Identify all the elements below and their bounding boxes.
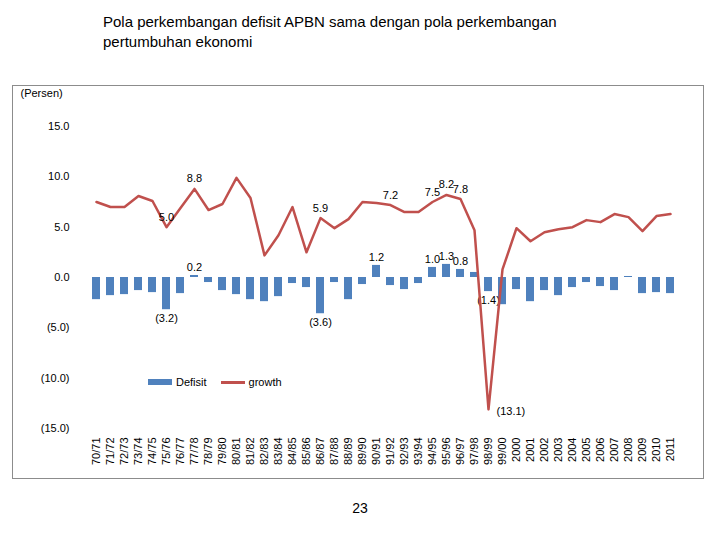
- svg-text:71/72: 71/72: [104, 438, 116, 466]
- svg-text:(3.6): (3.6): [309, 316, 332, 328]
- svg-text:2004: 2004: [566, 438, 578, 462]
- svg-text:93/94: 93/94: [412, 438, 424, 466]
- svg-text:0.2: 0.2: [187, 261, 202, 273]
- svg-text:2000: 2000: [510, 438, 522, 462]
- svg-text:(1.4): (1.4): [477, 294, 500, 307]
- svg-text:95/96: 95/96: [440, 438, 452, 466]
- svg-text:97/98: 97/98: [468, 438, 480, 466]
- svg-text:94/95: 94/95: [426, 438, 438, 466]
- svg-text:81/82: 81/82: [244, 438, 256, 466]
- svg-text:85/86: 85/86: [300, 438, 312, 466]
- svg-text:82/83: 82/83: [258, 438, 270, 466]
- svg-text:70/71: 70/71: [90, 438, 102, 466]
- svg-text:98/99: 98/99: [482, 438, 494, 466]
- svg-text:5.0: 5.0: [54, 221, 69, 233]
- svg-text:15.0: 15.0: [48, 120, 69, 132]
- svg-text:0.0: 0.0: [54, 271, 69, 283]
- svg-text:87/88: 87/88: [328, 438, 340, 466]
- svg-text:96/97: 96/97: [454, 438, 466, 466]
- svg-text:7.5: 7.5: [425, 186, 440, 198]
- html-text:growth: growth: [248, 376, 282, 388]
- svg-text:2007: 2007: [608, 438, 620, 462]
- svg-text:2009: 2009: [636, 438, 648, 462]
- svg-text:2008: 2008: [622, 438, 634, 462]
- svg-text:72/73: 72/73: [118, 438, 130, 466]
- svg-text:77/78: 77/78: [188, 438, 200, 466]
- svg-text:76/77: 76/77: [174, 438, 186, 466]
- html-text:23: 23: [352, 500, 368, 516]
- svg-text:1.0: 1.0: [425, 253, 440, 265]
- svg-text:1.3: 1.3: [439, 250, 454, 262]
- svg-text:75/76: 75/76: [160, 438, 172, 466]
- svg-text:84/85: 84/85: [286, 438, 298, 466]
- svg-text:80/81: 80/81: [230, 438, 242, 466]
- svg-text:78/79: 78/79: [202, 438, 214, 466]
- svg-text:99/00: 99/00: [496, 438, 508, 466]
- svg-text:1.2: 1.2: [369, 251, 384, 263]
- svg-text:7.2: 7.2: [383, 189, 398, 201]
- svg-text:10.0: 10.0: [48, 170, 69, 182]
- svg-text:8.8: 8.8: [187, 172, 202, 184]
- svg-text:2010: 2010: [650, 438, 662, 462]
- svg-text:86/87: 86/87: [314, 438, 326, 466]
- svg-text:5.0: 5.0: [159, 211, 174, 223]
- svg-text:2005: 2005: [580, 438, 592, 462]
- svg-text:73/74: 73/74: [132, 438, 144, 466]
- svg-text:91/92: 91/92: [384, 438, 396, 466]
- svg-text:(Persen): (Persen): [21, 87, 63, 99]
- svg-text:8.2: 8.2: [439, 178, 454, 190]
- svg-text:89/90: 89/90: [356, 438, 368, 466]
- svg-text:0.8: 0.8: [453, 255, 468, 267]
- svg-text:(3.2): (3.2): [155, 312, 178, 324]
- svg-text:2002: 2002: [538, 438, 550, 462]
- svg-text:2001: 2001: [524, 438, 536, 462]
- svg-text:(15.0): (15.0): [41, 422, 70, 434]
- svg-text:79/80: 79/80: [216, 438, 228, 466]
- svg-text:2003: 2003: [552, 438, 564, 462]
- svg-text:7.8: 7.8: [453, 183, 468, 195]
- svg-text:90/91: 90/91: [370, 438, 382, 466]
- svg-text:(5.0): (5.0): [47, 321, 70, 333]
- svg-text:74/75: 74/75: [146, 438, 158, 466]
- html-text:Defisit: Defisit: [176, 376, 207, 388]
- svg-text:2006: 2006: [594, 438, 606, 462]
- html-text:Pola perkembangan defisit APBN: Pola perkembangan defisit APBN sama deng…: [103, 13, 557, 50]
- svg-text:92/93: 92/93: [398, 438, 410, 466]
- svg-text:88/89: 88/89: [342, 438, 354, 466]
- svg-text:5.9: 5.9: [313, 202, 328, 214]
- svg-text:(13.1): (13.1): [497, 405, 526, 417]
- svg-text:(10.0): (10.0): [41, 372, 70, 384]
- svg-text:2011: 2011: [664, 438, 676, 462]
- svg-text:83/84: 83/84: [272, 438, 284, 466]
